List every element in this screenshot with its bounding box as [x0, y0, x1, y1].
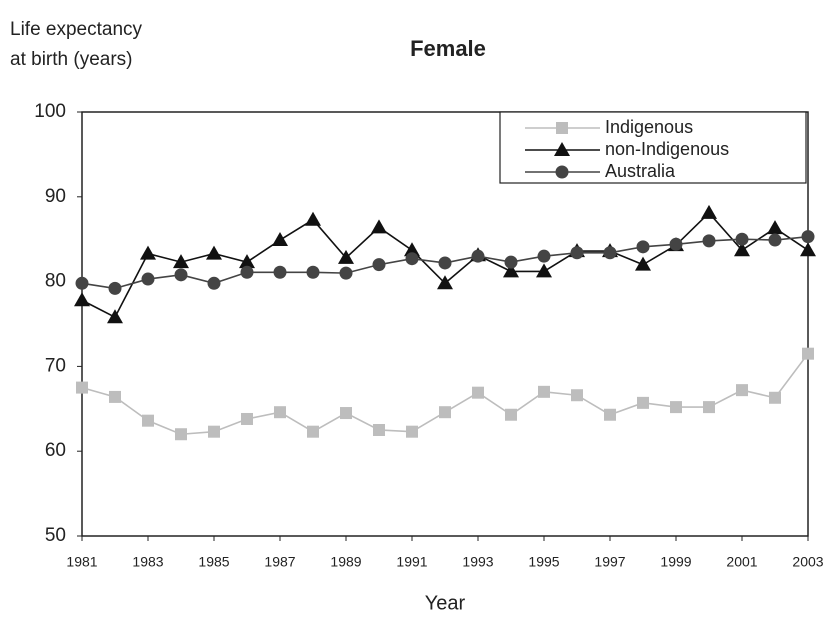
- marker: [74, 292, 90, 307]
- marker: [305, 211, 321, 226]
- marker: [570, 246, 584, 260]
- marker: [109, 390, 121, 403]
- marker: [702, 234, 716, 248]
- y-tick-label: 70: [45, 355, 66, 376]
- x-tick-label: 1993: [462, 554, 493, 570]
- marker: [306, 265, 320, 279]
- y-axis-label: at birth (years): [10, 49, 132, 70]
- y-tick-label: 50: [45, 525, 66, 546]
- x-tick-label: 2003: [792, 554, 823, 570]
- x-axis-label: Year: [425, 592, 466, 614]
- marker: [207, 276, 221, 290]
- x-tick-label: 1987: [264, 554, 295, 570]
- marker: [736, 384, 748, 397]
- marker: [537, 249, 551, 263]
- marker: [703, 401, 715, 414]
- x-tick-label: 1995: [528, 554, 559, 570]
- marker: [173, 254, 189, 269]
- marker: [406, 425, 418, 438]
- marker: [174, 268, 188, 282]
- marker: [272, 232, 288, 247]
- marker: [240, 265, 254, 279]
- marker: [637, 396, 649, 409]
- marker: [338, 249, 354, 264]
- x-tick-label: 1981: [66, 554, 97, 570]
- marker: [373, 424, 385, 436]
- y-tick-label: 80: [45, 271, 66, 292]
- marker: [274, 406, 286, 419]
- plot-frame: [81, 111, 809, 537]
- marker: [538, 385, 550, 398]
- y-tick-label: 100: [34, 101, 66, 122]
- legend-label: Indigenous: [605, 117, 693, 137]
- marker: [273, 265, 287, 279]
- marker: [239, 254, 255, 269]
- marker: [140, 245, 156, 260]
- marker: [339, 266, 353, 280]
- marker: [404, 242, 420, 257]
- marker: [669, 237, 683, 251]
- marker: [536, 263, 552, 278]
- marker: [734, 242, 750, 257]
- marker: [141, 272, 155, 286]
- marker: [472, 386, 484, 399]
- marker: [800, 242, 816, 257]
- chart-title: Female: [410, 36, 486, 61]
- marker: [768, 233, 782, 247]
- marker: [340, 407, 352, 420]
- marker: [503, 263, 519, 278]
- marker: [208, 425, 220, 438]
- marker: [554, 142, 570, 156]
- x-tick-label: 1983: [132, 554, 163, 570]
- x-tick-label: 1989: [330, 554, 361, 570]
- marker: [108, 281, 122, 295]
- x-tick-label: 1991: [396, 554, 427, 570]
- x-tick-label: 1997: [594, 554, 625, 570]
- marker: [767, 220, 783, 235]
- x-tick-label: 1999: [660, 554, 691, 570]
- series-line: [81, 353, 809, 436]
- marker: [439, 406, 451, 419]
- marker: [670, 401, 682, 414]
- marker: [307, 425, 319, 438]
- marker: [107, 309, 123, 324]
- marker: [76, 381, 88, 394]
- marker: [802, 347, 814, 360]
- x-tick-label: 1985: [198, 554, 229, 570]
- marker: [604, 408, 616, 421]
- legend-label: non-Indigenous: [605, 139, 729, 159]
- marker: [206, 245, 222, 260]
- marker: [635, 256, 651, 271]
- legend-label: Australia: [605, 161, 676, 181]
- y-tick-label: 90: [45, 186, 66, 207]
- y-tick-label: 60: [45, 440, 66, 461]
- marker: [142, 414, 154, 427]
- x-tick-label: 2001: [726, 554, 757, 570]
- marker: [769, 391, 781, 404]
- marker: [555, 165, 569, 179]
- legend-box: [499, 111, 807, 184]
- marker: [75, 276, 89, 290]
- marker: [701, 204, 717, 219]
- marker: [438, 256, 452, 270]
- marker: [504, 255, 518, 269]
- marker: [636, 240, 650, 254]
- marker: [437, 275, 453, 290]
- y-axis-label: Life expectancy: [10, 19, 143, 40]
- marker: [371, 219, 387, 234]
- marker: [175, 428, 187, 441]
- marker: [241, 412, 253, 425]
- marker: [556, 122, 568, 134]
- marker: [603, 246, 617, 260]
- marker: [505, 408, 517, 421]
- marker: [372, 258, 386, 272]
- marker: [471, 249, 485, 263]
- marker: [405, 252, 419, 266]
- marker: [571, 389, 583, 402]
- marker: [735, 232, 749, 246]
- marker: [801, 230, 815, 244]
